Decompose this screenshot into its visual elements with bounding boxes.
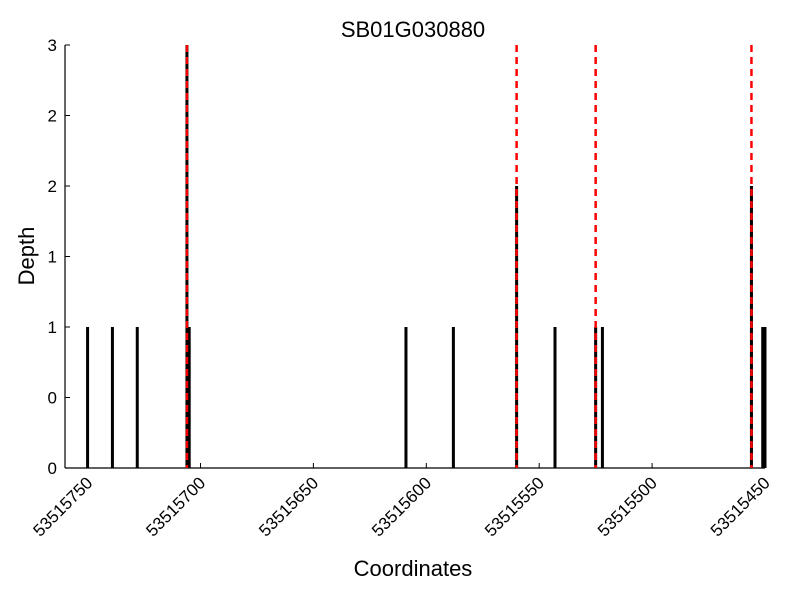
y-tick-label: 1 [48, 248, 57, 267]
x-tick-label: 53515550 [481, 473, 548, 540]
depth-bar [187, 327, 191, 468]
x-tick-label: 53515650 [255, 473, 322, 540]
depth-bar [600, 327, 604, 468]
x-tick-label: 53515600 [368, 473, 435, 540]
depth-bar [451, 327, 455, 468]
depth-bar [185, 45, 189, 468]
y-tick-label: 1 [48, 318, 57, 337]
depth-bar [763, 327, 767, 468]
y-axis-label: Depth [14, 227, 39, 286]
x-axis-label: Coordinates [354, 556, 473, 581]
depth-bar [135, 327, 139, 468]
depth-bar [761, 327, 765, 468]
chart-title: SB01G030880 [341, 17, 485, 42]
x-tick-label: 53515450 [707, 473, 774, 540]
y-tick-label: 3 [48, 36, 57, 55]
depth-bar [553, 327, 557, 468]
y-tick-label: 0 [48, 389, 57, 408]
x-tick-label: 53515750 [29, 473, 96, 540]
depth-bar [110, 327, 114, 468]
depth-bar [404, 327, 408, 468]
y-tick-label: 0 [48, 459, 57, 478]
x-tick-label: 53515500 [594, 473, 661, 540]
y-tick-label: 2 [48, 177, 57, 196]
x-tick-label: 53515700 [142, 473, 209, 540]
y-tick-label: 2 [48, 107, 57, 126]
depth-bar [86, 327, 90, 468]
plot-area: 0 0 1 1 2 2 3 53515750 53515700 53515650 53515600 5… [29, 36, 773, 540]
